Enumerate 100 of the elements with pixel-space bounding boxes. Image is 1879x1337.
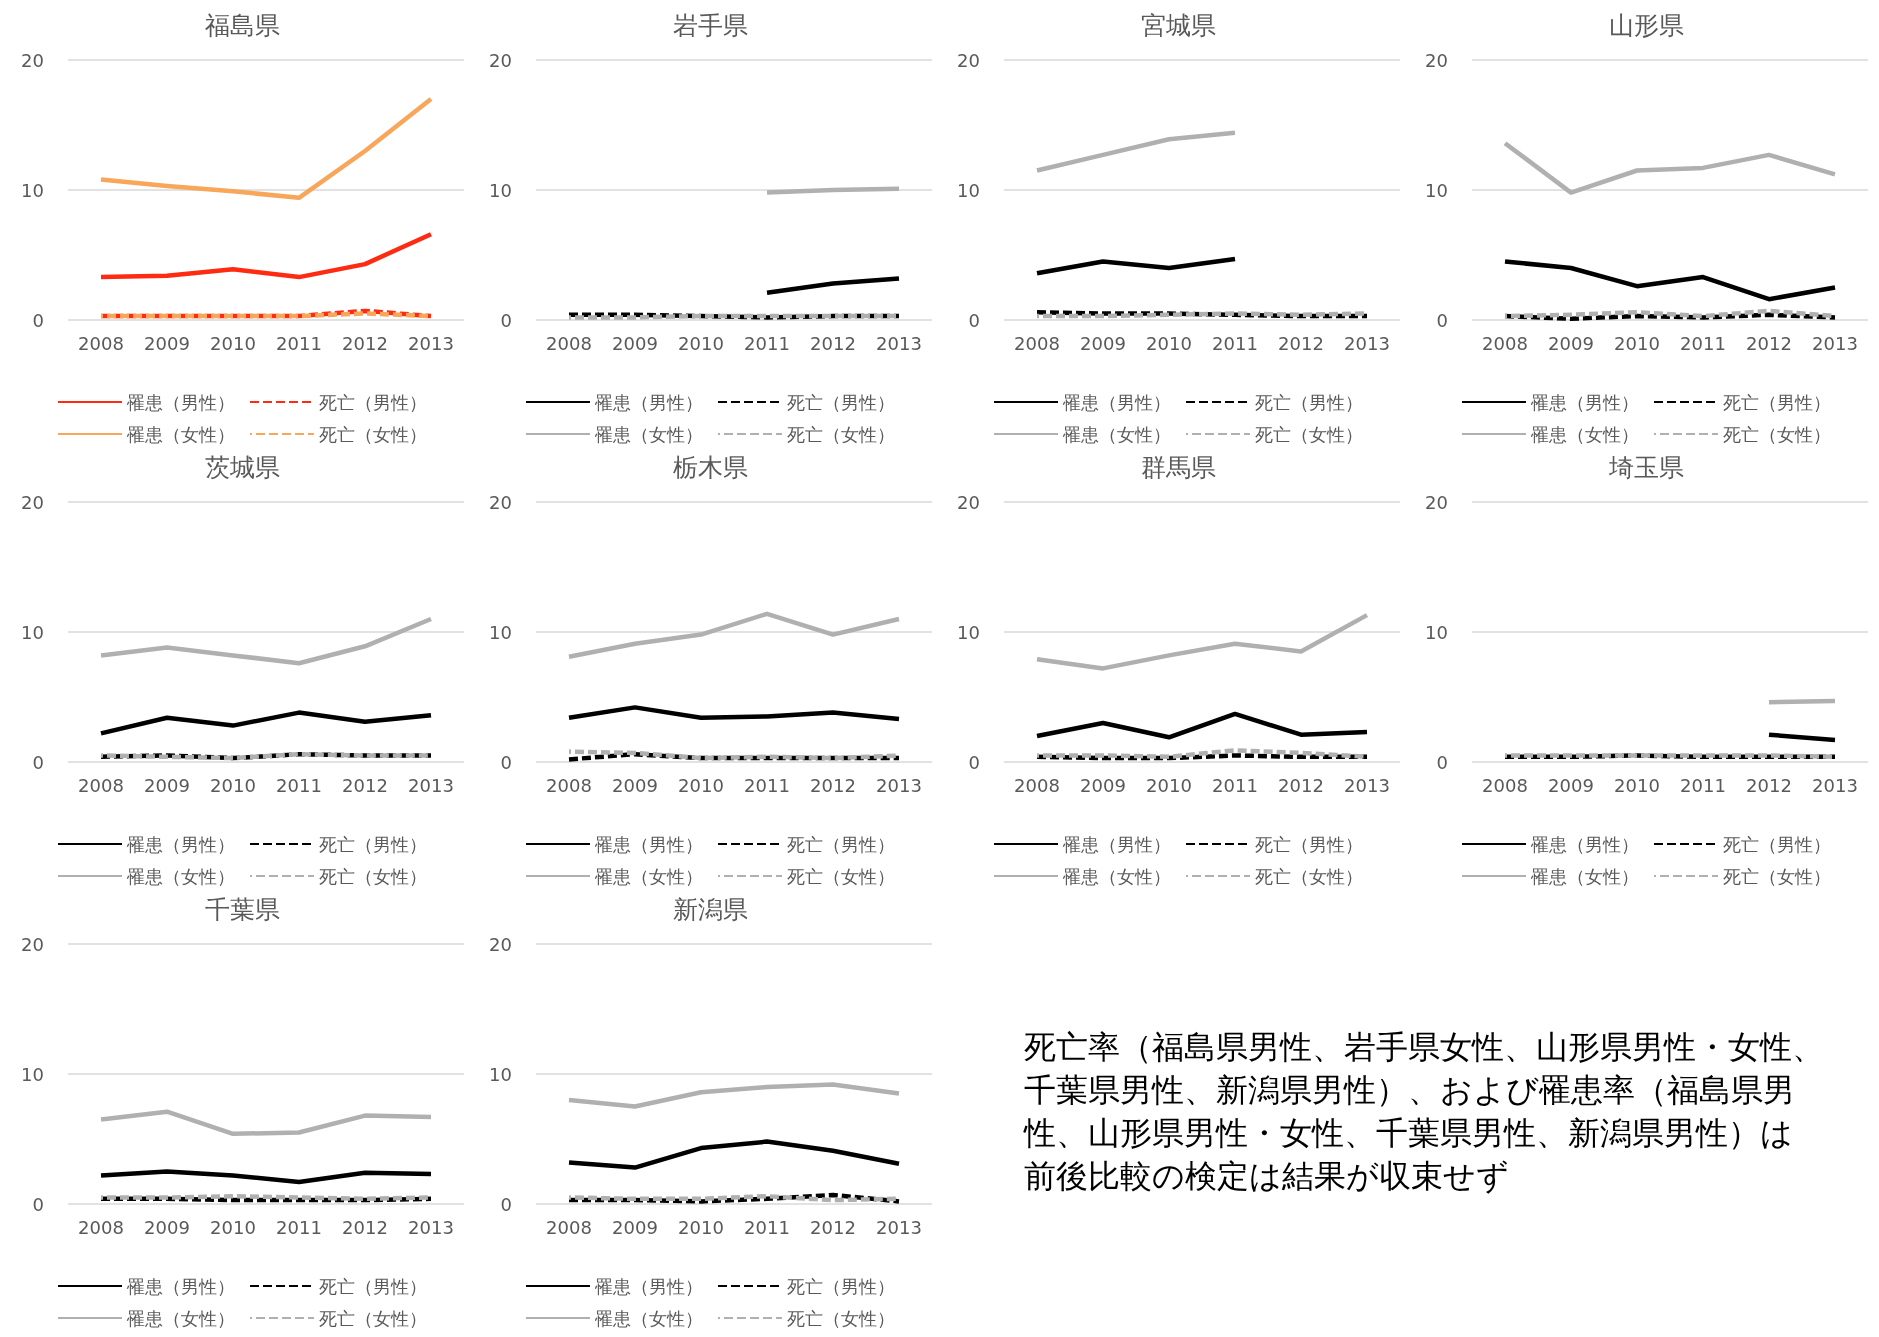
chart-title: 山形県 — [1608, 11, 1684, 40]
y-tick-label: 20 — [21, 49, 44, 71]
x-tick-label: 2011 — [744, 1216, 790, 1238]
x-tick-label: 2008 — [78, 332, 124, 354]
x-tick-label: 2009 — [1548, 774, 1594, 796]
x-tick-label: 2009 — [1548, 332, 1594, 354]
x-tick-label: 2012 — [1746, 332, 1792, 354]
line-series — [1502, 259, 1838, 302]
legend-label: 死亡（男性） — [319, 391, 427, 413]
x-tick-label: 2011 — [276, 774, 322, 796]
chart-title: 群馬県 — [1140, 453, 1216, 482]
line-series — [1502, 140, 1838, 195]
line-series — [98, 1169, 434, 1185]
y-tick-label: 0 — [500, 751, 512, 773]
legend-label: 罹患（男性） — [126, 833, 235, 855]
x-tick-label: 2010 — [1146, 332, 1192, 354]
x-tick-label: 2011 — [1680, 774, 1726, 796]
line-series — [98, 710, 434, 736]
legend-label: 死亡（男性） — [1723, 391, 1831, 413]
y-tick-label: 10 — [21, 621, 44, 643]
legend-label: 罹患（男性） — [594, 391, 703, 413]
chart-title: 岩手県 — [672, 11, 748, 40]
x-tick-label: 2008 — [78, 1216, 124, 1238]
legend-label: 死亡（女性） — [787, 1307, 895, 1329]
legend-label: 死亡（男性） — [787, 1275, 895, 1297]
y-tick-label: 0 — [32, 1193, 44, 1215]
x-tick-label: 2012 — [1746, 774, 1792, 796]
x-tick-label: 2011 — [1680, 332, 1726, 354]
legend-label: 死亡（男性） — [319, 833, 427, 855]
y-tick-label: 20 — [1425, 49, 1448, 71]
x-tick-label: 2012 — [342, 332, 388, 354]
x-tick-label: 2009 — [612, 332, 658, 354]
chart-title: 栃木県 — [672, 453, 748, 482]
legend-label: 死亡（男性） — [319, 1275, 427, 1297]
legend-label: 死亡（女性） — [1255, 865, 1363, 887]
x-tick-label: 2010 — [678, 774, 724, 796]
x-tick-label: 2010 — [210, 1216, 256, 1238]
legend-label: 死亡（女性） — [787, 865, 895, 887]
line-series — [98, 231, 434, 280]
x-tick-label: 2009 — [612, 774, 658, 796]
x-tick-label: 2013 — [1344, 774, 1390, 796]
x-tick-label: 2011 — [1212, 774, 1258, 796]
chart-title: 埼玉県 — [1607, 453, 1684, 482]
line-series — [566, 1139, 902, 1170]
x-tick-label: 2012 — [810, 774, 856, 796]
legend-label: 罹患（女性） — [594, 865, 703, 887]
legend-label: 死亡（女性） — [319, 865, 427, 887]
y-tick-label: 10 — [957, 179, 980, 201]
x-tick-label: 2008 — [1014, 774, 1060, 796]
x-tick-label: 2010 — [210, 774, 256, 796]
legend-label: 罹患（女性） — [1530, 865, 1639, 887]
legend-label: 罹患（男性） — [1062, 833, 1171, 855]
line-series — [1034, 711, 1370, 740]
x-tick-label: 2010 — [210, 332, 256, 354]
legend-label: 罹患（女性） — [594, 423, 703, 445]
x-tick-label: 2012 — [810, 332, 856, 354]
y-tick-label: 20 — [1425, 491, 1448, 513]
x-tick-label: 2010 — [1614, 332, 1660, 354]
chart-title: 茨城県 — [204, 453, 280, 482]
y-tick-label: 20 — [21, 491, 44, 513]
legend-label: 死亡（女性） — [787, 423, 895, 445]
legend-label: 罹患（女性） — [1530, 423, 1639, 445]
y-tick-label: 10 — [1425, 621, 1448, 643]
x-tick-label: 2013 — [408, 774, 454, 796]
legend-label: 罹患（男性） — [1530, 391, 1639, 413]
x-tick-label: 2010 — [678, 332, 724, 354]
y-tick-label: 10 — [489, 621, 512, 643]
legend-label: 罹患（男性） — [126, 391, 235, 413]
y-tick-label: 10 — [489, 1063, 512, 1085]
y-tick-label: 0 — [500, 309, 512, 331]
y-tick-label: 0 — [968, 751, 980, 773]
line-series — [98, 1109, 434, 1137]
y-tick-label: 0 — [968, 309, 980, 331]
y-tick-label: 20 — [21, 933, 44, 955]
chart-title: 千葉県 — [204, 895, 280, 924]
legend-label: 罹患（女性） — [126, 1307, 235, 1329]
legend-label: 死亡（女性） — [1723, 865, 1831, 887]
x-tick-label: 2013 — [876, 774, 922, 796]
x-tick-label: 2010 — [1614, 774, 1660, 796]
y-tick-label: 10 — [489, 179, 512, 201]
x-tick-label: 2012 — [342, 1216, 388, 1238]
x-tick-label: 2013 — [408, 1216, 454, 1238]
y-tick-label: 20 — [489, 49, 512, 71]
x-tick-label: 2013 — [1812, 332, 1858, 354]
x-tick-label: 2013 — [876, 1216, 922, 1238]
x-tick-label: 2009 — [144, 774, 190, 796]
y-tick-label: 10 — [1425, 179, 1448, 201]
legend-label: 罹患（女性） — [1062, 423, 1171, 445]
x-tick-label: 2013 — [1812, 774, 1858, 796]
legend-label: 死亡（男性） — [1255, 833, 1363, 855]
x-tick-label: 2009 — [144, 332, 190, 354]
y-tick-label: 0 — [32, 309, 44, 331]
legend-label: 罹患（男性） — [594, 833, 703, 855]
line-series — [1034, 256, 1238, 276]
x-tick-label: 2009 — [1080, 332, 1126, 354]
x-tick-label: 2013 — [1344, 332, 1390, 354]
y-tick-label: 0 — [500, 1193, 512, 1215]
line-series — [98, 616, 434, 666]
x-tick-label: 2008 — [1482, 774, 1528, 796]
legend-label: 死亡（女性） — [319, 423, 427, 445]
